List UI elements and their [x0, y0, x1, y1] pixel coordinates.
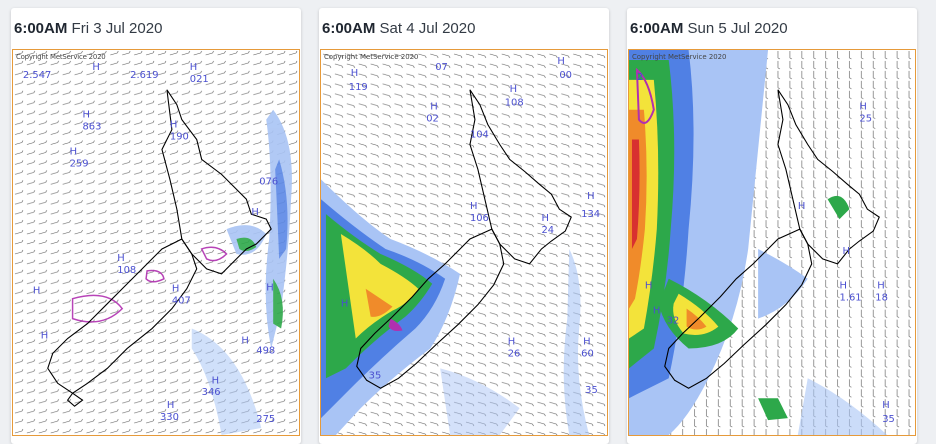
pressure-label: 26 — [508, 348, 521, 359]
pressure-label: H — [882, 400, 889, 411]
pressure-label: H — [583, 336, 590, 347]
pressure-label: H — [341, 299, 348, 310]
rain-overlay — [629, 50, 888, 435]
pressure-label: 24 — [541, 225, 554, 236]
pressure-label: 108 — [117, 265, 136, 276]
pressure-label: H — [212, 375, 219, 386]
pressure-label: H — [190, 62, 197, 73]
pressure-label: H — [859, 102, 866, 113]
map-svg: Copyright MetService 2020 H 2.547 2.619 … — [13, 50, 299, 435]
pressure-labels: H 2.547 2.619 H 021 H 863 H 190 H 259 07… — [23, 62, 278, 425]
pressure-label: 134 — [581, 209, 600, 220]
card-time: 6:00AM — [322, 20, 376, 37]
pressure-label: H — [170, 120, 177, 131]
pressure-label: 07 — [435, 62, 448, 73]
map-copyright: Copyright MetService 2020 — [632, 53, 726, 61]
pressure-label: H — [117, 253, 124, 264]
pressure-label: H — [508, 336, 515, 347]
pressure-label: 275 — [256, 414, 275, 425]
pressure-label: 1.61 — [840, 293, 862, 304]
pressure-label: 00 — [559, 70, 572, 81]
card-header: 6:00AM Sun 5 Jul 2020 — [627, 8, 917, 48]
card-time: 6:00AM — [14, 20, 68, 37]
pressure-label: 108 — [505, 98, 524, 109]
pressure-label: 32 — [667, 316, 680, 327]
map-svg: Copyright MetService 2020 H 25 H H H 1.6… — [629, 50, 915, 435]
card-date: Sun 5 Jul 2020 — [687, 20, 788, 37]
pressure-label: H — [840, 281, 847, 292]
pressure-label: 498 — [256, 345, 275, 356]
pressure-label: 35 — [882, 414, 895, 425]
pressure-label: H — [430, 102, 437, 113]
nz-coastline — [664, 89, 880, 389]
pressure-label: 106 — [470, 213, 489, 224]
pressure-label: 2.619 — [130, 70, 158, 81]
forecast-card-sun[interactable]: 6:00AM Sun 5 Jul 2020 — [627, 8, 917, 444]
pressure-label: 02 — [426, 114, 439, 125]
pressure-label: 863 — [83, 122, 102, 133]
card-date: Sat 4 Jul 2020 — [379, 20, 476, 37]
forecast-card-fri[interactable]: 6:00AM Fri 3 Jul 2020 — [11, 8, 301, 444]
map-copyright: Copyright MetService 2020 — [16, 53, 106, 61]
pressure-label: 346 — [202, 387, 221, 398]
pressure-label: 35 — [369, 370, 382, 381]
weather-map[interactable]: Copyright MetService 2020 H 25 H H H 1.6… — [628, 49, 916, 436]
pressure-label: H — [70, 146, 77, 157]
pressure-label: 259 — [70, 158, 89, 169]
pressure-label: 190 — [170, 132, 189, 143]
pressure-label: H — [645, 281, 652, 292]
pressure-label: 35 — [585, 385, 598, 396]
nz-coastline — [356, 89, 572, 389]
card-time: 6:00AM — [630, 20, 684, 37]
pressure-label: 119 — [349, 82, 368, 93]
pressure-label: H — [92, 62, 99, 73]
pressure-label: H — [587, 191, 594, 202]
pressure-label: H — [172, 284, 179, 295]
pressure-label: 60 — [581, 348, 594, 359]
pressure-label: H — [510, 84, 517, 95]
pressure-label: 021 — [190, 74, 209, 85]
card-header: 6:00AM Fri 3 Jul 2020 — [11, 8, 301, 48]
pressure-label: 18 — [875, 293, 888, 304]
map-svg: Copyright MetService 2020 07 H 00 H 119 … — [321, 50, 607, 435]
pressure-label: 407 — [172, 296, 191, 307]
pressure-label: H — [83, 110, 90, 121]
pressure-label: H — [653, 306, 660, 317]
pressure-labels: H 25 H H H 1.61 H 18 H 2 H 32 H 35 — [637, 72, 895, 425]
weather-map[interactable]: Copyright MetService 2020 07 H 00 H 119 … — [320, 49, 608, 436]
nz-coastline — [47, 89, 272, 407]
rain-overlay — [71, 109, 292, 435]
pressure-label: H — [843, 246, 850, 257]
pressure-label: H — [351, 68, 358, 79]
pressure-label: H — [41, 330, 48, 341]
pressure-label: H — [251, 207, 258, 218]
map-copyright: Copyright MetService 2020 — [324, 53, 418, 61]
weather-map[interactable]: Copyright MetService 2020 H 2.547 2.619 … — [12, 49, 300, 436]
pressure-label: H — [33, 286, 40, 297]
pressure-label: 2 — [637, 72, 643, 83]
pressure-label: H — [557, 56, 564, 67]
rain-overlay — [321, 179, 590, 435]
pressure-label: H — [167, 400, 174, 411]
pressure-label: H — [798, 201, 805, 212]
pressure-label: 104 — [470, 130, 489, 141]
pressure-label: H — [541, 213, 548, 224]
card-header: 6:00AM Sat 4 Jul 2020 — [319, 8, 609, 48]
pressure-label: 2.547 — [23, 70, 51, 81]
pressure-label: 25 — [859, 114, 872, 125]
card-date: Fri 3 Jul 2020 — [71, 20, 163, 37]
pressure-label: H — [241, 335, 248, 346]
forecast-card-sat[interactable]: 6:00AM Sat 4 Jul 2020 — [319, 8, 609, 444]
pressure-labels: 07 H 00 H 119 H 108 H 02 104 H 106 H 134… — [341, 56, 600, 396]
pressure-label: H — [266, 283, 273, 294]
pressure-label: H — [877, 281, 884, 292]
pressure-label: 330 — [160, 412, 179, 423]
pressure-label: H — [470, 201, 477, 212]
pressure-label: 076 — [259, 176, 278, 187]
